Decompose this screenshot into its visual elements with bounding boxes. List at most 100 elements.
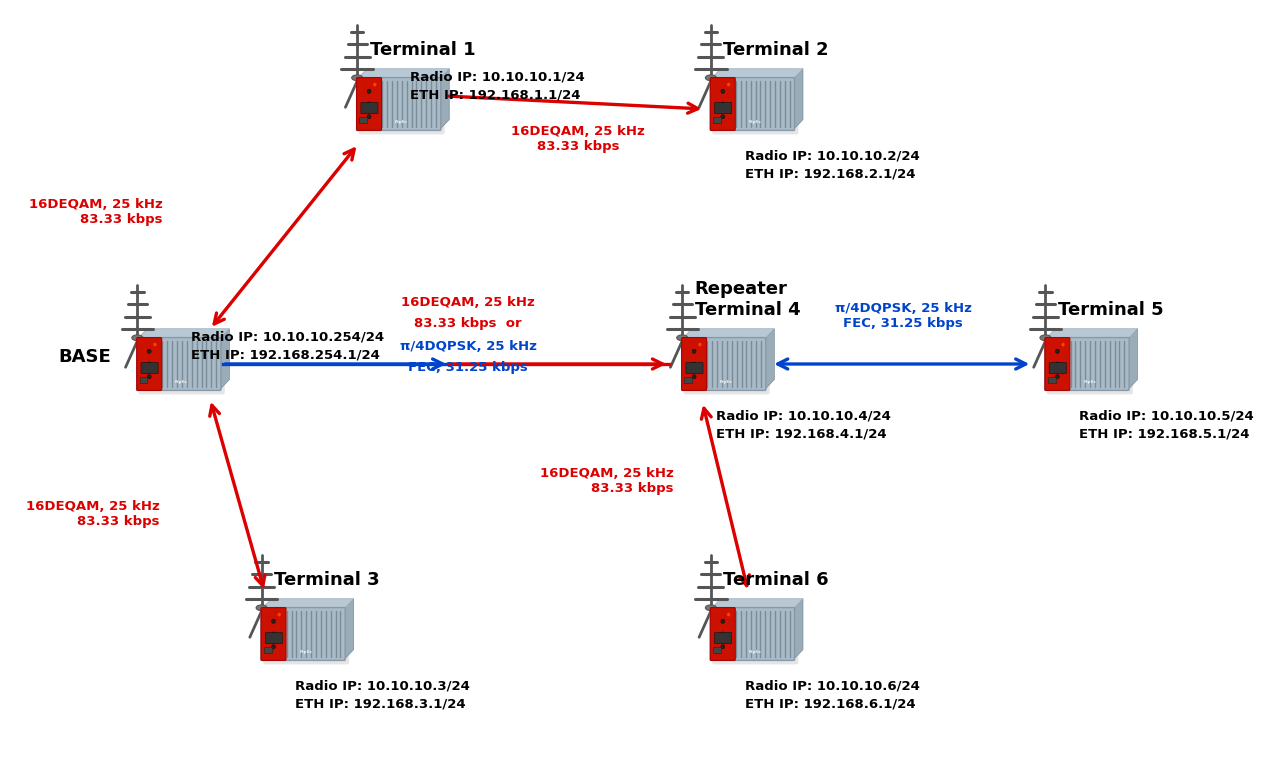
Ellipse shape [1040,335,1051,340]
FancyBboxPatch shape [136,338,162,390]
FancyBboxPatch shape [686,362,703,374]
Text: RipEx: RipEx [1084,379,1097,384]
FancyBboxPatch shape [360,103,378,114]
Circle shape [367,89,371,93]
Bar [685,377,692,383]
Circle shape [721,102,725,106]
Ellipse shape [705,605,717,611]
Circle shape [692,375,696,379]
Text: 83.33 kbps  or: 83.33 kbps or [414,318,523,331]
Polygon shape [1046,328,1138,339]
Circle shape [147,375,151,379]
Text: RipEx: RipEx [395,120,408,124]
Bar [264,647,272,653]
FancyBboxPatch shape [710,608,794,660]
FancyBboxPatch shape [359,80,444,134]
FancyBboxPatch shape [261,608,286,660]
Text: Terminal 1: Terminal 1 [369,41,475,59]
Polygon shape [440,69,449,129]
Polygon shape [358,69,449,78]
Text: 16DEQAM, 25 kHz
83.33 kbps: 16DEQAM, 25 kHz 83.33 kbps [511,125,645,153]
FancyBboxPatch shape [356,78,441,130]
Circle shape [692,362,696,366]
Text: Terminal 6: Terminal 6 [723,571,829,589]
Text: Radio IP: 10.10.10.5/24
ETH IP: 192.168.5.1/24: Radio IP: 10.10.10.5/24 ETH IP: 192.168.… [1080,409,1254,440]
FancyBboxPatch shape [710,78,794,130]
FancyBboxPatch shape [683,339,770,394]
Polygon shape [794,599,803,659]
FancyBboxPatch shape [1045,338,1069,390]
Text: RipEx: RipEx [749,120,762,124]
Circle shape [727,83,730,86]
Ellipse shape [131,335,143,340]
Text: RipEx: RipEx [175,379,188,384]
Circle shape [698,343,701,347]
Text: RipEx: RipEx [300,650,313,654]
Text: Radio IP: 10.10.10.2/24
ETH IP: 192.168.2.1/24: Radio IP: 10.10.10.2/24 ETH IP: 192.168.… [745,149,919,180]
Bar [1048,377,1055,383]
FancyBboxPatch shape [712,80,798,134]
Circle shape [367,114,371,118]
Polygon shape [764,328,775,390]
FancyBboxPatch shape [261,608,345,660]
Circle shape [373,83,377,86]
FancyBboxPatch shape [356,78,381,130]
Text: Terminal 2: Terminal 2 [723,41,829,59]
Circle shape [1062,343,1064,347]
Text: Radio IP: 10.10.10.254/24
ETH IP: 192.168.254.1/24: Radio IP: 10.10.10.254/24 ETH IP: 192.16… [190,331,384,361]
Text: π/4DQPSK, 25 kHz: π/4DQPSK, 25 kHz [400,339,537,353]
Circle shape [1055,362,1059,366]
Ellipse shape [351,75,363,81]
Polygon shape [712,69,803,78]
Text: 16DEQAM, 25 kHz
83.33 kbps: 16DEQAM, 25 kHz 83.33 kbps [26,500,160,528]
Bar [713,117,721,123]
FancyBboxPatch shape [136,338,221,390]
Circle shape [147,349,151,354]
Circle shape [272,619,275,623]
Bar [359,117,367,123]
Circle shape [272,644,275,649]
FancyBboxPatch shape [714,633,732,644]
Circle shape [278,613,281,616]
Bar [139,377,148,383]
Text: Radio IP: 10.10.10.3/24
ETH IP: 192.168.3.1/24: Radio IP: 10.10.10.3/24 ETH IP: 192.168.… [295,679,470,710]
Text: BASE: BASE [58,348,111,366]
Circle shape [721,114,725,118]
Text: 16DEQAM, 25 kHz
83.33 kbps: 16DEQAM, 25 kHz 83.33 kbps [28,198,162,226]
Polygon shape [345,599,354,659]
Polygon shape [794,69,803,129]
Polygon shape [220,328,229,390]
Circle shape [721,619,725,623]
Polygon shape [263,599,354,608]
Circle shape [147,362,151,366]
FancyBboxPatch shape [682,338,766,390]
Ellipse shape [677,335,687,340]
FancyBboxPatch shape [710,608,735,660]
Polygon shape [138,328,229,339]
Text: Radio IP: 10.10.10.4/24
ETH IP: 192.168.4.1/24: Radio IP: 10.10.10.4/24 ETH IP: 192.168.… [716,409,891,440]
FancyBboxPatch shape [710,78,735,130]
FancyBboxPatch shape [139,339,225,394]
FancyBboxPatch shape [682,338,707,390]
FancyBboxPatch shape [714,103,732,114]
Ellipse shape [256,605,268,611]
Circle shape [721,644,725,649]
Text: FEC, 31.25 kbps: FEC, 31.25 kbps [408,361,528,375]
Text: Radio IP: 10.10.10.1/24
ETH IP: 192.168.1.1/24: Radio IP: 10.10.10.1/24 ETH IP: 192.168.… [411,71,586,101]
Circle shape [692,349,696,354]
Circle shape [1055,349,1059,354]
Text: RipEx: RipEx [749,650,762,654]
FancyBboxPatch shape [712,610,798,664]
Text: Terminal 3: Terminal 3 [274,571,380,589]
Text: Repeater
Terminal 4: Repeater Terminal 4 [695,280,801,319]
FancyBboxPatch shape [263,610,349,664]
Circle shape [727,613,730,616]
Circle shape [367,102,371,106]
Bar [713,647,721,653]
Circle shape [153,343,157,347]
Polygon shape [712,599,803,608]
Polygon shape [1129,328,1138,390]
FancyBboxPatch shape [1049,362,1066,374]
Text: 16DEQAM, 25 kHz: 16DEQAM, 25 kHz [402,296,535,308]
Text: 16DEQAM, 25 kHz
83.33 kbps: 16DEQAM, 25 kHz 83.33 kbps [541,467,673,495]
